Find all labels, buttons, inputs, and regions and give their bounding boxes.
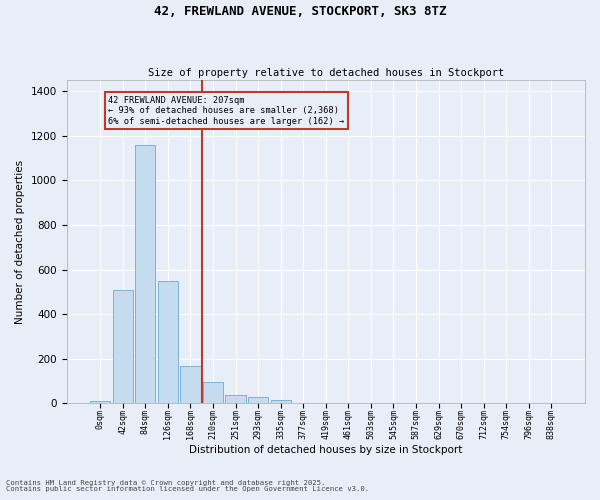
Text: 42 FREWLAND AVENUE: 207sqm
← 93% of detached houses are smaller (2,368)
6% of se: 42 FREWLAND AVENUE: 207sqm ← 93% of deta… xyxy=(108,96,344,126)
Bar xyxy=(226,394,246,403)
Bar xyxy=(248,397,268,403)
Y-axis label: Number of detached properties: Number of detached properties xyxy=(15,160,25,324)
Bar xyxy=(203,382,223,403)
Title: Size of property relative to detached houses in Stockport: Size of property relative to detached ho… xyxy=(148,68,504,78)
Bar xyxy=(113,290,133,403)
Text: Contains HM Land Registry data © Crown copyright and database right 2025.
Contai: Contains HM Land Registry data © Crown c… xyxy=(6,480,369,492)
Bar xyxy=(135,145,155,403)
X-axis label: Distribution of detached houses by size in Stockport: Distribution of detached houses by size … xyxy=(189,445,463,455)
Bar xyxy=(90,401,110,403)
Bar xyxy=(158,280,178,403)
Bar xyxy=(181,366,200,403)
Bar xyxy=(271,400,291,403)
Text: 42, FREWLAND AVENUE, STOCKPORT, SK3 8TZ: 42, FREWLAND AVENUE, STOCKPORT, SK3 8TZ xyxy=(154,5,446,18)
